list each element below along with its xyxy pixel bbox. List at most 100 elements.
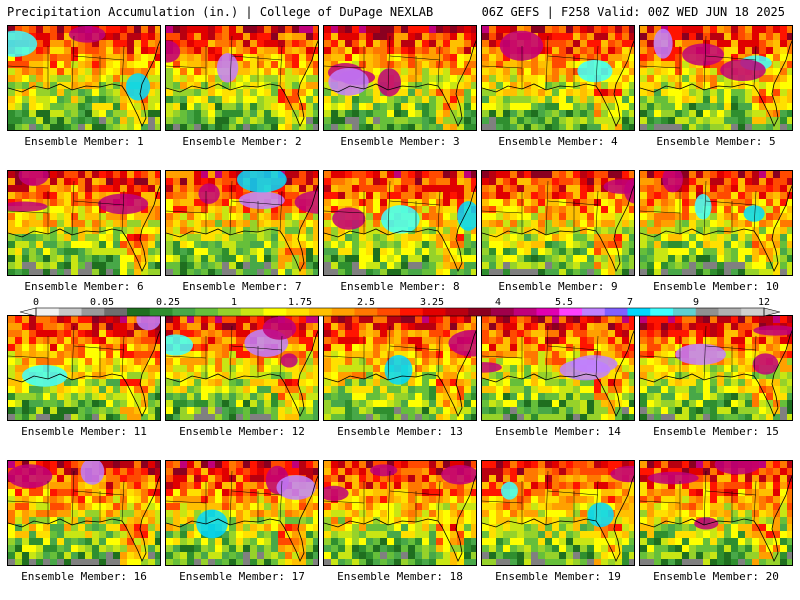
colorbar-segment (331, 308, 355, 316)
colorbar-segment (536, 308, 560, 316)
ensemble-member-map (7, 170, 161, 276)
colorbar-tick-label: 4 (494, 297, 502, 308)
ensemble-member-map (165, 170, 319, 276)
precip-field (482, 171, 634, 275)
ensemble-member-map (7, 315, 161, 421)
precip-field (640, 26, 792, 130)
colorbar-segment (81, 308, 105, 316)
ensemble-member-map (7, 460, 161, 566)
colorbar-segment (218, 308, 242, 316)
precip-field (8, 461, 160, 565)
ensemble-member-label: Ensemble Member: 1 (24, 135, 144, 148)
ensemble-member-label: Ensemble Member: 3 (340, 135, 460, 148)
ensemble-member-map (323, 315, 477, 421)
colorbar-segment (127, 308, 151, 316)
colorbar-segment (286, 308, 310, 316)
ensemble-member-map (481, 460, 635, 566)
ensemble-member-map (165, 315, 319, 421)
precip-field (324, 461, 476, 565)
colorbar-segment (468, 308, 492, 316)
colorbar-segment (491, 308, 515, 316)
colorbar-segment (445, 308, 469, 316)
precip-field (640, 316, 792, 420)
ensemble-member-label: Ensemble Member: 2 (182, 135, 302, 148)
colorbar-min-arrow (19, 307, 37, 317)
colorbar-segment (718, 308, 742, 316)
colorbar-segment (172, 308, 196, 316)
ensemble-member-map (165, 460, 319, 566)
colorbar-segment (58, 308, 82, 316)
colorbar-segment (104, 308, 128, 316)
precip-field (166, 26, 318, 130)
precip-field (324, 171, 476, 275)
colorbar-tick-label: 1 (230, 297, 238, 308)
colorbar-segment (377, 308, 401, 316)
precipitation-colorbar (19, 307, 781, 317)
ensemble-member-label: Ensemble Member: 14 (495, 425, 621, 438)
colorbar-segment (263, 308, 287, 316)
colorbar-segment (240, 308, 264, 316)
precip-field (8, 171, 160, 275)
precip-field (166, 316, 318, 420)
ensemble-member-label: Ensemble Member: 17 (179, 570, 305, 583)
colorbar-tick-label: 2.5 (356, 297, 376, 308)
ensemble-member-map (481, 315, 635, 421)
precip-field (640, 461, 792, 565)
ensemble-member-map (165, 25, 319, 131)
precip-field (640, 171, 792, 275)
colorbar-tick-label: 12 (757, 297, 771, 308)
precip-field (8, 26, 160, 130)
colorbar-segment (36, 308, 60, 316)
colorbar-tick-label: 3.25 (419, 297, 445, 308)
ensemble-member-map (639, 315, 793, 421)
ensemble-member-label: Ensemble Member: 6 (24, 280, 144, 293)
precip-field (482, 316, 634, 420)
ensemble-member-map (7, 25, 161, 131)
map-title: Precipitation Accumulation (in.) | Colle… (7, 5, 434, 19)
precip-field (324, 316, 476, 420)
ensemble-member-map (639, 460, 793, 566)
ensemble-member-label: Ensemble Member: 5 (656, 135, 776, 148)
colorbar-tick-label: 9 (692, 297, 700, 308)
colorbar-segment (741, 308, 765, 316)
colorbar-segment (627, 308, 651, 316)
colorbar-segment (422, 308, 446, 316)
ensemble-member-label: Ensemble Member: 8 (340, 280, 460, 293)
ensemble-member-label: Ensemble Member: 12 (179, 425, 305, 438)
ensemble-member-map (481, 25, 635, 131)
colorbar-tick-label: 0 (32, 297, 40, 308)
colorbar-segment (559, 308, 583, 316)
colorbar-segment (195, 308, 219, 316)
ensemble-member-label: Ensemble Member: 10 (653, 280, 779, 293)
colorbar-segment (604, 308, 628, 316)
ensemble-member-map (323, 25, 477, 131)
colorbar-tick-label: 7 (626, 297, 634, 308)
precip-field (482, 26, 634, 130)
model-run-info: 06Z GEFS | F258 Valid: 00Z WED JUN 18 20… (481, 5, 785, 19)
colorbar-segment (582, 308, 606, 316)
ensemble-member-map (323, 170, 477, 276)
colorbar-tick-label: 0.25 (155, 297, 181, 308)
colorbar-tick-label: 0.05 (89, 297, 115, 308)
colorbar-segment (673, 308, 697, 316)
colorbar-tick-label: 1.75 (287, 297, 313, 308)
colorbar-segment (309, 308, 333, 316)
ensemble-member-map (639, 25, 793, 131)
precip-field (8, 316, 160, 420)
precip-field (166, 461, 318, 565)
ensemble-member-label: Ensemble Member: 16 (21, 570, 147, 583)
precip-field (166, 171, 318, 275)
ensemble-member-label: Ensemble Member: 13 (337, 425, 463, 438)
precip-field (324, 26, 476, 130)
colorbar-segment (513, 308, 537, 316)
ensemble-member-label: Ensemble Member: 9 (498, 280, 618, 293)
colorbar-tick-label: 5.5 (554, 297, 574, 308)
ensemble-member-label: Ensemble Member: 7 (182, 280, 302, 293)
ensemble-member-label: Ensemble Member: 18 (337, 570, 463, 583)
precip-field (482, 461, 634, 565)
colorbar-segment (354, 308, 378, 316)
colorbar-segment (650, 308, 674, 316)
colorbar-segment (400, 308, 424, 316)
colorbar-segment (149, 308, 173, 316)
colorbar-max-arrow (763, 307, 781, 317)
